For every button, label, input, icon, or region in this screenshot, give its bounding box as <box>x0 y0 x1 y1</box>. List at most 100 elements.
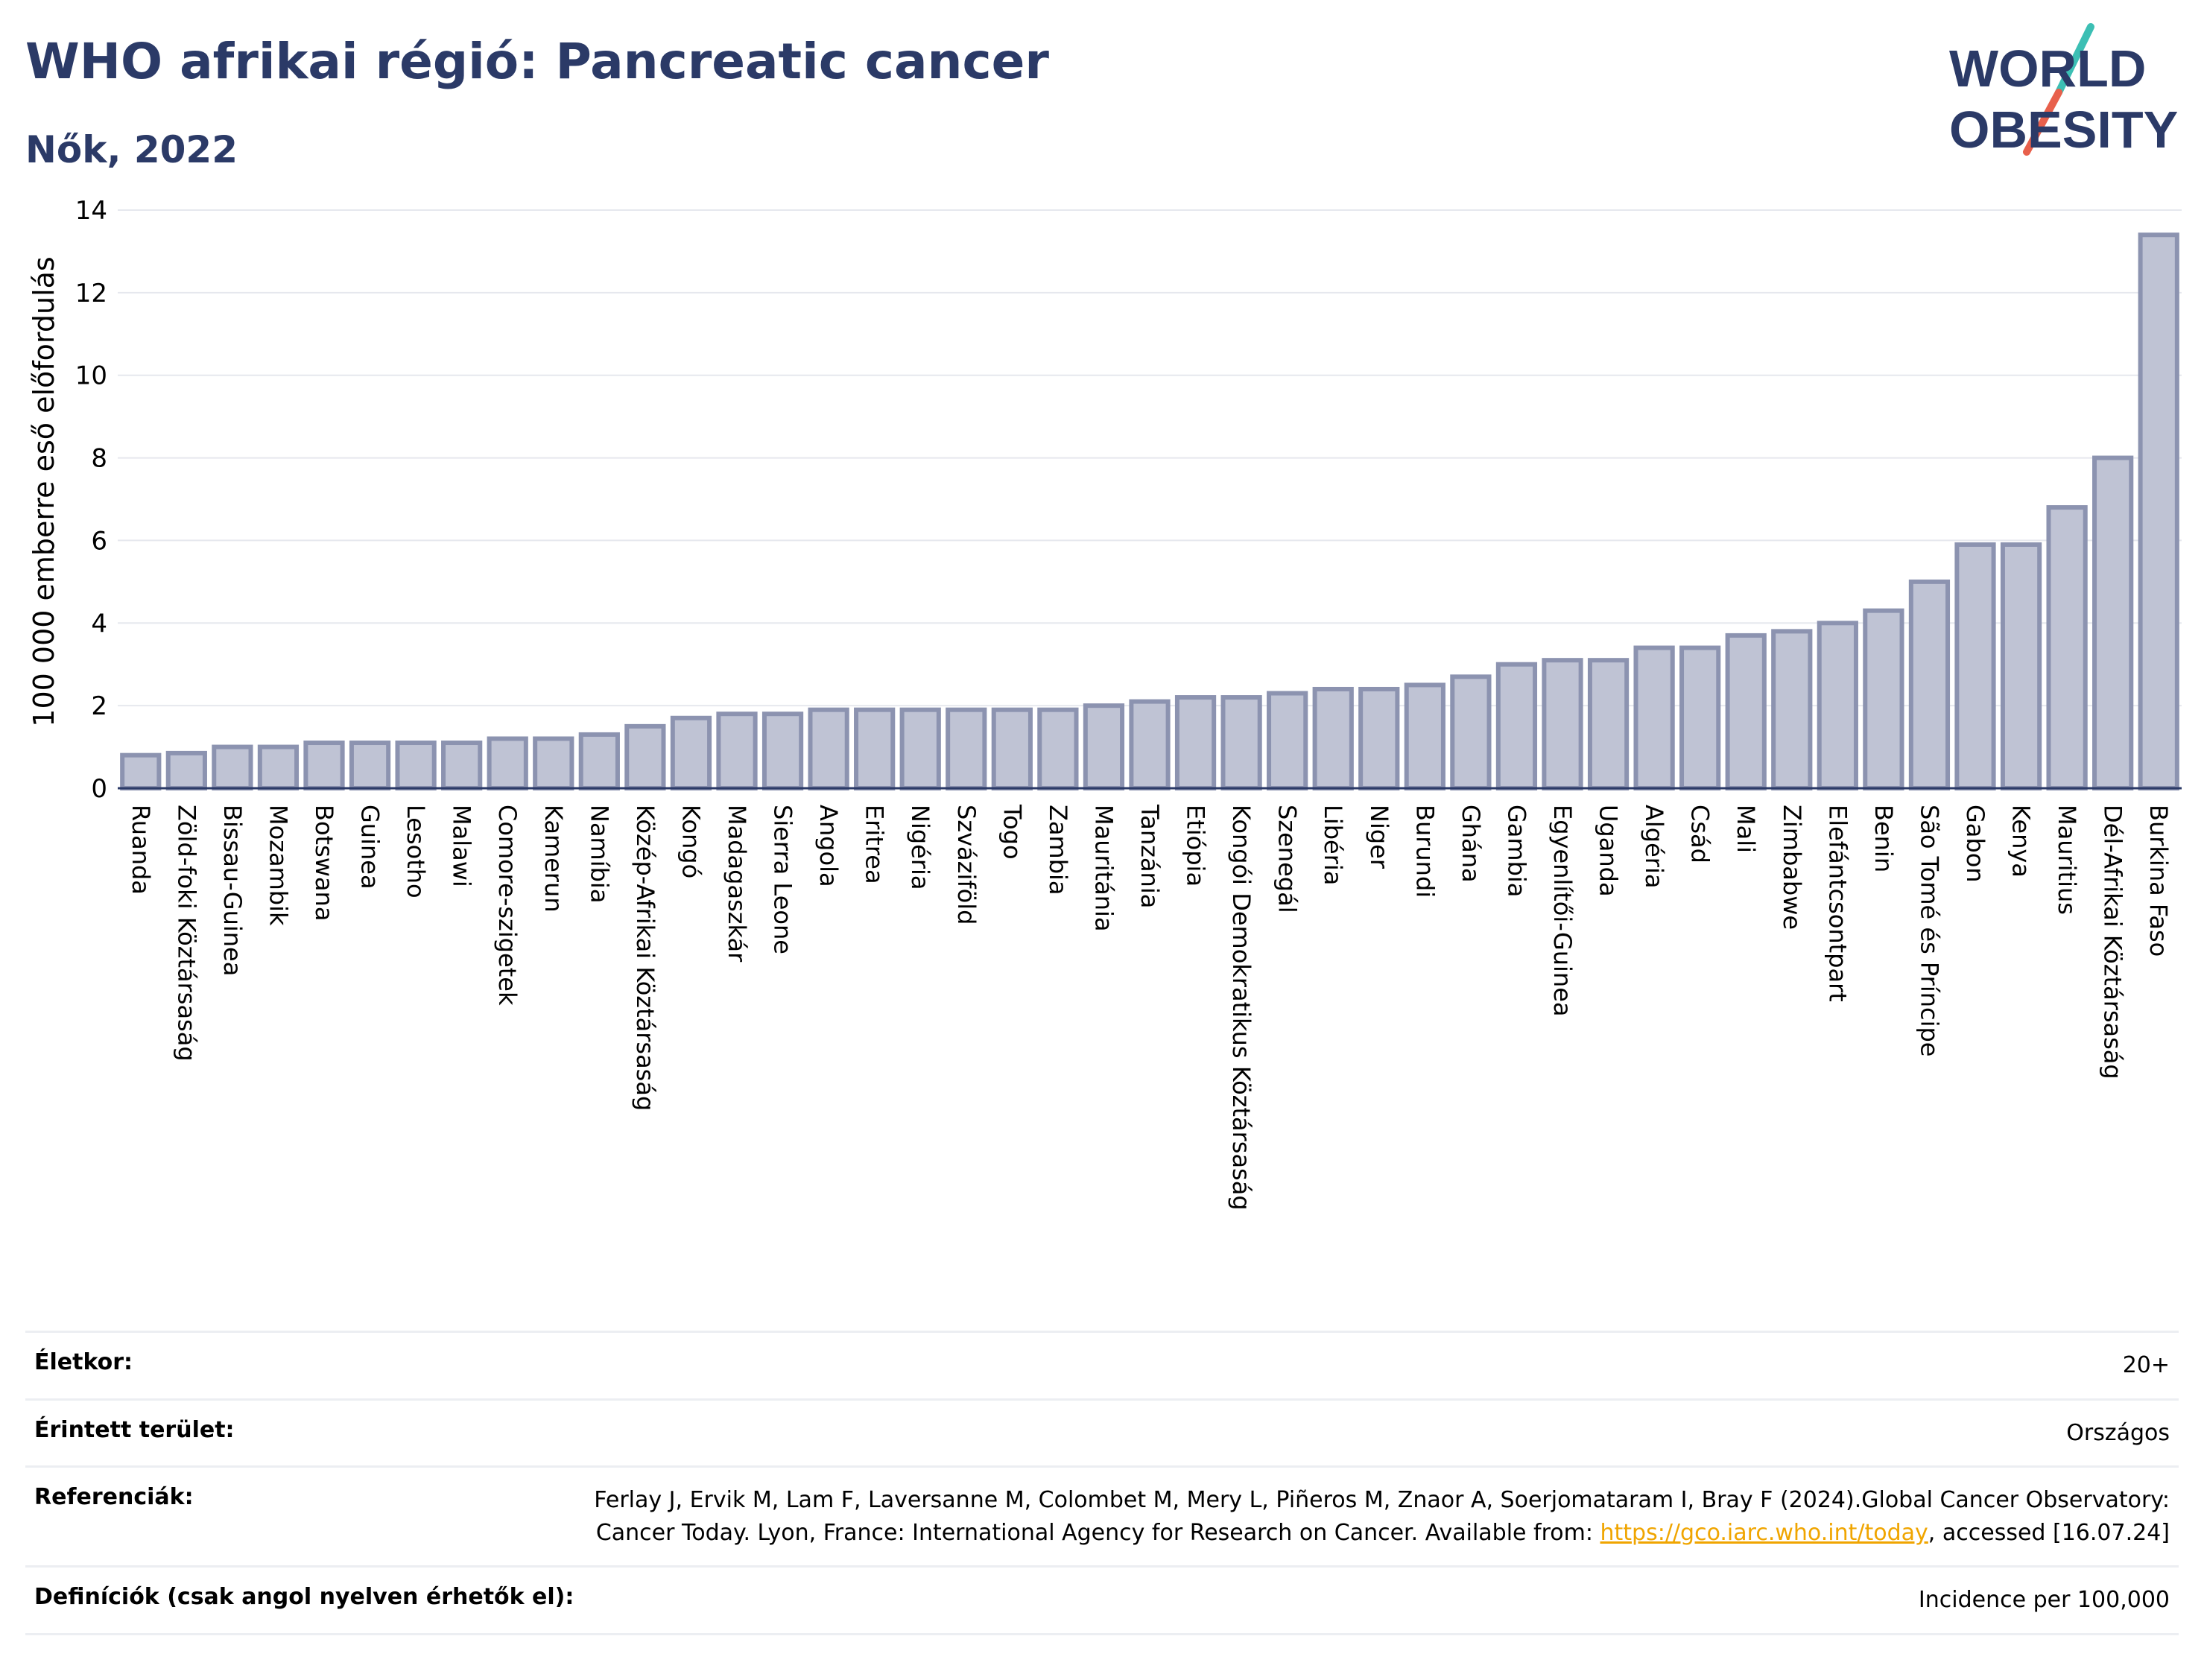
bar-40 <box>1954 542 1996 790</box>
bar-17 <box>899 707 941 791</box>
logo-line1: WORLD <box>1949 39 2146 98</box>
bar-42 <box>2046 505 2088 790</box>
bar-0 <box>120 752 162 791</box>
category-label-11: Közép-Afrikai Köztársaság <box>631 805 659 1111</box>
bar-19 <box>991 707 1033 791</box>
category-label-43: Dél-Afrikai Köztársaság <box>2099 805 2127 1080</box>
category-label-3: Mozambik <box>264 805 292 926</box>
bar-44 <box>2138 232 2179 790</box>
bar-30 <box>1495 662 1538 791</box>
category-label-1: Zöld-foki Köztársaság <box>172 805 200 1062</box>
category-label-42: Mauritius <box>2053 805 2081 915</box>
bar-41 <box>2000 542 2042 790</box>
category-label-39: São Tomé és Príncipe <box>1915 805 1943 1056</box>
category-label-26: Libéria <box>1319 805 1347 885</box>
logo-line2: OBESITY <box>1949 101 2178 159</box>
bar-12 <box>670 715 712 790</box>
category-label-27: Niger <box>1365 805 1393 869</box>
area-value: Országos <box>2066 1419 2170 1446</box>
y-axis-ticks: 0 2 4 6 8 10 12 14 <box>75 196 107 804</box>
category-label-33: Algéria <box>1640 805 1668 888</box>
definitions-value: Incidence per 100,000 <box>1918 1587 2170 1613</box>
category-label-32: Uganda <box>1595 805 1623 897</box>
bar-8 <box>487 736 528 790</box>
category-label-24: Kongói Demokratikus Köztársaság <box>1227 805 1255 1211</box>
bar-31 <box>1542 658 1583 791</box>
bar-10 <box>578 732 620 791</box>
category-label-10: Namíbia <box>585 805 613 903</box>
bar-43 <box>2092 455 2134 790</box>
bar-15 <box>808 707 849 791</box>
category-label-7: Malawi <box>448 805 476 887</box>
bar-35 <box>1725 633 1767 791</box>
bar-39 <box>1908 579 1951 790</box>
category-label-31: Egyenlítői-Guinea <box>1548 805 1577 1017</box>
category-label-38: Benin <box>1869 805 1898 872</box>
age-value: 20+ <box>2122 1352 2170 1378</box>
category-label-19: Togo <box>998 804 1026 860</box>
y-tick-label-4: 8 <box>91 444 107 474</box>
category-label-36: Zimbabwe <box>1778 805 1806 930</box>
category-label-17: Nigéria <box>906 805 934 890</box>
meta-row-area: Érintett terület: Országos <box>25 1398 2179 1466</box>
chart-title: WHO afrikai régió: Pancreatic cancer <box>25 33 1049 90</box>
metadata-table: Életkor: 20+ Érintett terület: Országos … <box>25 1331 2179 1635</box>
y-tick-label-0: 0 <box>91 774 107 804</box>
bar-26 <box>1312 686 1354 790</box>
reference-text: Ferlay J, Ervik M, Lam F, Laversanne M, … <box>594 1487 2170 1546</box>
age-label: Életkor: <box>34 1349 133 1375</box>
bar-25 <box>1267 691 1308 790</box>
y-tick-label-1: 2 <box>91 691 107 721</box>
category-label-18: Szváziföld <box>952 805 981 925</box>
bar-4 <box>303 741 345 790</box>
bar-38 <box>1863 608 1904 791</box>
bar-34 <box>1679 645 1721 790</box>
category-label-6: Lesotho <box>402 805 430 898</box>
bar-14 <box>761 711 804 791</box>
bar-5 <box>349 741 391 790</box>
logo-slash-teal <box>2055 23 2094 96</box>
bar-21 <box>1083 703 1125 791</box>
logo-slash-red <box>2023 89 2062 156</box>
y-tick-label-3: 6 <box>91 526 107 556</box>
bar-2 <box>212 744 253 790</box>
bar-23 <box>1174 695 1217 790</box>
definitions-label: Definíciók (csak angol nyelven érhetők e… <box>34 1584 574 1610</box>
world-obesity-logo: WORLD OBESITY <box>1949 23 2178 159</box>
bar-1 <box>165 750 207 791</box>
bar-11 <box>624 723 666 790</box>
bar-37 <box>1817 621 1858 790</box>
references-label: Referenciák: <box>34 1484 194 1510</box>
bar-24 <box>1220 695 1262 790</box>
category-label-40: Gabon <box>1961 805 1989 883</box>
category-label-44: Burkina Faso <box>2144 805 2173 957</box>
category-label-21: Mauritánia <box>1089 805 1118 931</box>
category-label-12: Kongó <box>677 805 705 878</box>
bar-36 <box>1771 629 1813 790</box>
category-label-37: Elefántcsontpart <box>1823 805 1852 1002</box>
category-label-15: Angola <box>814 805 843 887</box>
y-tick-label-7: 14 <box>75 196 107 226</box>
category-label-16: Eritrea <box>861 805 889 884</box>
category-label-22: Tanzánia <box>1136 804 1164 908</box>
category-label-23: Etiópia <box>1182 805 1210 887</box>
reference-link[interactable]: https://gco.iarc.who.int/today <box>1600 1519 1928 1546</box>
y-axis-label: 100 000 emberre eső előfordulás <box>28 256 60 726</box>
y-tick-label-2: 4 <box>91 609 107 638</box>
category-label-5: Guinea <box>356 805 384 890</box>
category-label-25: Szenegál <box>1273 805 1302 913</box>
category-label-4: Botswana <box>310 805 338 921</box>
bar-22 <box>1129 699 1171 790</box>
bar-32 <box>1587 658 1630 791</box>
bar-16 <box>854 707 896 791</box>
y-tick-label-6: 12 <box>75 279 107 308</box>
bar-6 <box>395 741 437 790</box>
meta-row-references: Referenciák: Ferlay J, Ervik M, Lam F, L… <box>25 1465 2179 1565</box>
bar-7 <box>441 741 483 790</box>
category-labels: Ruanda Zöld-foki Köztársaság Bissau-Guinea… <box>127 804 2173 1211</box>
meta-row-age: Életkor: 20+ <box>25 1331 2179 1398</box>
bar-20 <box>1037 707 1079 791</box>
bar-3 <box>257 744 300 790</box>
area-label: Érintett terület: <box>34 1416 235 1443</box>
category-label-30: Gambia <box>1502 805 1530 897</box>
